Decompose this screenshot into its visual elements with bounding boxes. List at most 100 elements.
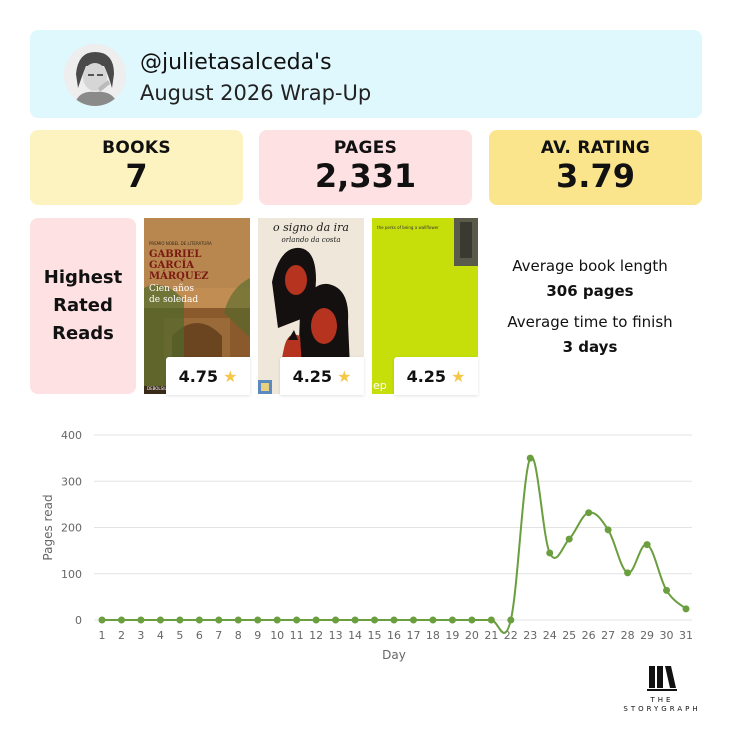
stat-card-books: BOOKS 7: [30, 130, 243, 205]
cover-title-line: Cien años: [149, 284, 194, 294]
x-tick-label: 1: [99, 629, 106, 642]
x-tick-label: 10: [270, 629, 284, 642]
x-tick-label: 11: [290, 629, 304, 642]
stat-value: 7: [125, 157, 148, 195]
header-banner: @julietasalceda's August 2026 Wrap-Up: [30, 30, 702, 118]
data-point: [585, 509, 593, 517]
stat-label: BOOKS: [102, 138, 171, 158]
highest-rated-line: Reads: [52, 323, 114, 344]
y-tick-label: 100: [61, 568, 82, 581]
data-point: [332, 616, 340, 624]
highest-rated-line: Rated: [53, 295, 113, 316]
x-tick-label: 28: [621, 629, 635, 642]
data-point: [624, 569, 632, 577]
cover-title: o signo da ira: [273, 221, 349, 234]
data-point: [526, 454, 534, 462]
logo-line: STORYGRAPH: [623, 705, 701, 713]
y-tick-label: 300: [61, 475, 82, 488]
data-point: [195, 616, 203, 624]
x-tick-label: 22: [504, 629, 518, 642]
rating-value: 4.25: [406, 366, 447, 386]
x-tick-label: 14: [348, 629, 362, 642]
data-point: [487, 616, 495, 624]
data-point: [682, 605, 690, 613]
y-tick-label: 0: [75, 614, 82, 627]
cover-author-line: MÁRQUEZ: [149, 271, 209, 282]
cover-publisher-line: PREMIO NOBEL DE LITERATURA: [149, 241, 212, 246]
avatar[interactable]: [64, 44, 126, 106]
data-point: [254, 616, 262, 624]
series-line: [102, 456, 687, 634]
data-point: [156, 616, 164, 624]
x-tick-label: 15: [368, 629, 382, 642]
storygraph-logo[interactable]: THE STORYGRAPH: [620, 664, 704, 718]
data-point: [429, 616, 437, 624]
data-point: [448, 616, 456, 624]
avg-book-length-label: Average book length: [512, 257, 668, 275]
data-point: [565, 535, 573, 543]
y-axis-label: Pages read: [41, 494, 55, 560]
x-tick-label: 5: [176, 629, 183, 642]
data-point: [137, 616, 145, 624]
cover-title-line: de soledad: [149, 295, 199, 305]
rating-badge: 4.75 ★: [166, 357, 250, 395]
x-tick-label: 2: [118, 629, 125, 642]
data-point: [643, 541, 651, 549]
star-icon: ★: [223, 366, 238, 386]
x-tick-label: 9: [254, 629, 261, 642]
star-icon: ★: [337, 366, 352, 386]
highest-rated-label-card: Highest Rated Reads: [30, 218, 136, 394]
rating-value: 4.75: [178, 366, 219, 386]
data-point: [546, 549, 554, 557]
data-point: [507, 616, 515, 624]
rating-value: 4.25: [292, 366, 333, 386]
cover-author-line: GABRIEL: [149, 249, 202, 260]
x-tick-label: 31: [679, 629, 693, 642]
cover-author-line: GARCÍA: [149, 260, 195, 271]
wrap-up-subtitle: August 2026 Wrap-Up: [140, 81, 372, 105]
x-tick-label: 19: [445, 629, 459, 642]
data-point: [117, 616, 125, 624]
avg-time-finish-label: Average time to finish: [507, 313, 673, 331]
data-point: [409, 616, 417, 624]
cover-title: Cien años de soledad: [149, 284, 198, 306]
data-point: [293, 616, 301, 624]
star-icon: ★: [451, 366, 466, 386]
x-axis-label: Day: [382, 648, 406, 662]
data-point: [663, 586, 671, 594]
x-tick-label: 17: [406, 629, 420, 642]
x-tick-label: 26: [582, 629, 596, 642]
x-tick-label: 12: [309, 629, 323, 642]
cover-footer-text: ep: [373, 379, 387, 392]
x-tick-label: 29: [640, 629, 654, 642]
x-tick-label: 20: [465, 629, 479, 642]
x-tick-label: 6: [196, 629, 203, 642]
x-tick-label: 8: [235, 629, 242, 642]
data-point: [312, 616, 320, 624]
rating-badge: 4.25 ★: [280, 357, 364, 395]
stat-card-rating: AV. RATING 3.79: [489, 130, 702, 205]
stat-value: 2,331: [314, 157, 417, 195]
cover-imprint: DEBOLSILLO: [147, 386, 172, 391]
avg-time-finish-value: 3 days: [562, 338, 618, 356]
storygraph-logo-icon: [647, 666, 677, 691]
username-title: @julietasalceda's: [140, 50, 332, 75]
x-tick-label: 30: [660, 629, 674, 642]
stat-value: 3.79: [556, 157, 635, 195]
data-point: [98, 616, 106, 624]
data-point: [604, 526, 612, 534]
data-point: [215, 616, 223, 624]
y-tick-label: 400: [61, 429, 82, 442]
data-point: [468, 616, 476, 624]
data-point: [390, 616, 398, 624]
cover-title: the perks of being a wallflower: [377, 225, 439, 230]
avg-book-length-value: 306 pages: [546, 282, 634, 300]
data-point: [273, 616, 281, 624]
stat-label: AV. RATING: [540, 138, 651, 158]
data-point: [234, 616, 242, 624]
x-tick-label: 23: [523, 629, 537, 642]
cover-author: orlando da costa: [281, 236, 341, 244]
y-tick-label: 200: [61, 522, 82, 535]
data-point: [371, 616, 379, 624]
